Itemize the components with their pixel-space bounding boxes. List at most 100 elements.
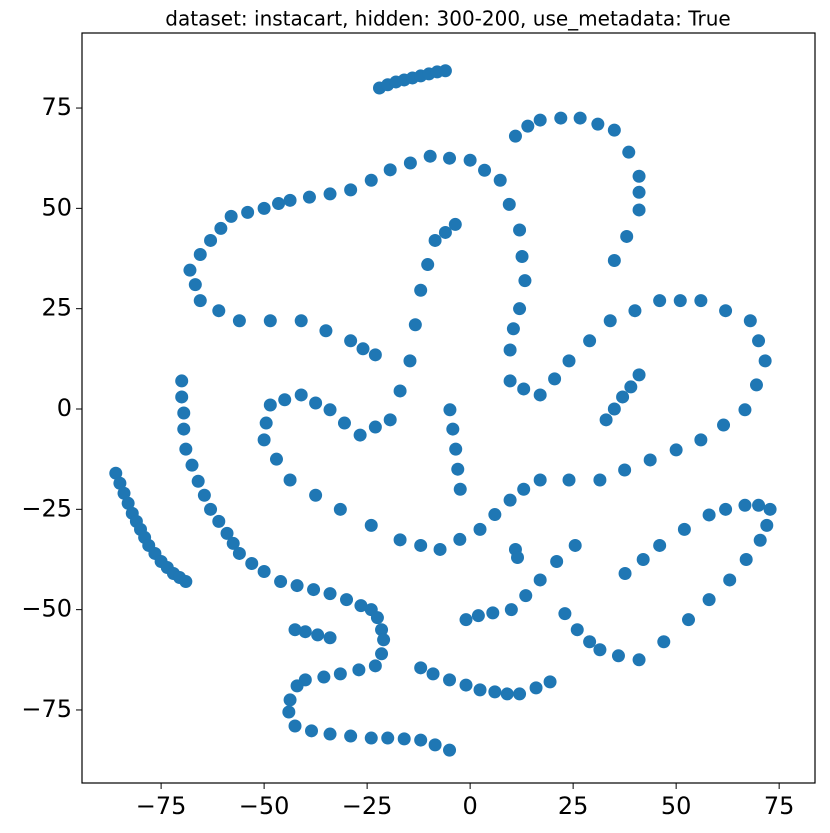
- scatter-point: [673, 294, 687, 308]
- scatter-point: [463, 153, 477, 167]
- scatter-point: [414, 733, 428, 747]
- scatter-point: [758, 354, 772, 368]
- scatter-point: [177, 406, 191, 420]
- scatter-point: [193, 294, 207, 308]
- scatter-point: [272, 197, 286, 211]
- scatter-point: [307, 583, 321, 597]
- scatter-point: [529, 681, 543, 695]
- scatter-point: [752, 498, 766, 512]
- scatter-point: [433, 542, 447, 556]
- scatter-point: [653, 294, 667, 308]
- scatter-point: [533, 113, 547, 127]
- chart-title: dataset: instacart, hidden: 300-200, use…: [165, 7, 730, 31]
- scatter-point: [220, 526, 234, 540]
- scatter-point: [558, 607, 572, 621]
- scatter-point: [488, 685, 502, 699]
- scatter-point: [519, 589, 533, 603]
- scatter-point: [738, 498, 752, 512]
- scatter-point: [309, 396, 323, 410]
- y-tick-label: 25: [41, 294, 72, 322]
- scatter-point: [438, 225, 452, 239]
- scatter-point: [473, 522, 487, 536]
- scatter-point: [294, 388, 308, 402]
- scatter-point: [702, 593, 716, 607]
- scatter-point: [449, 442, 463, 456]
- x-tick-label: −25: [342, 792, 393, 820]
- scatter-point: [503, 493, 517, 507]
- scatter-point: [632, 185, 646, 199]
- scatter-point: [278, 393, 292, 407]
- scatter-point: [305, 724, 319, 738]
- scatter-point: [323, 727, 337, 741]
- scatter-point: [508, 129, 522, 143]
- scatter-point: [375, 647, 389, 661]
- scatter-point: [459, 613, 473, 627]
- scatter-point: [448, 217, 462, 231]
- scatter-point: [383, 413, 397, 427]
- scatter-point: [288, 623, 302, 637]
- scatter-point: [493, 173, 507, 187]
- scatter-point: [257, 565, 271, 579]
- scatter-point: [364, 731, 378, 745]
- scatter-point: [426, 667, 440, 681]
- scatter-point: [232, 546, 246, 560]
- scatter-point: [368, 348, 382, 362]
- scatter-point: [323, 403, 337, 417]
- scatter-point: [517, 382, 531, 396]
- scatter-point: [513, 223, 527, 237]
- scatter-point: [290, 579, 304, 593]
- scatter-point: [408, 318, 422, 332]
- scatter-point: [212, 304, 226, 318]
- scatter-point: [188, 278, 202, 292]
- scatter-point: [204, 502, 218, 516]
- scatter-point: [370, 611, 384, 625]
- scatter-point: [443, 403, 457, 417]
- scatter-point: [393, 533, 407, 547]
- scatter-point: [521, 119, 535, 133]
- y-tick-label: −50: [21, 595, 72, 623]
- scatter-point: [453, 532, 467, 546]
- scatter-point: [632, 169, 646, 183]
- scatter-point: [438, 64, 452, 78]
- scatter-point: [393, 384, 407, 398]
- scatter-point: [503, 374, 517, 388]
- scatter-point: [344, 334, 358, 348]
- scatter-point: [694, 433, 708, 447]
- x-tick-label: 0: [462, 792, 477, 820]
- scatter-point: [294, 314, 308, 328]
- scatter-point: [274, 575, 288, 589]
- x-tick-label: −75: [136, 792, 187, 820]
- scatter-point: [214, 221, 228, 235]
- scatter-point: [443, 151, 457, 165]
- scatter-point: [632, 653, 646, 667]
- scatter-point: [533, 473, 547, 487]
- scatter-point: [543, 675, 557, 689]
- scatter-point: [354, 599, 368, 613]
- scatter-point: [323, 631, 337, 645]
- scatter-point: [443, 743, 457, 757]
- scatter-point: [533, 388, 547, 402]
- scatter-point: [185, 458, 199, 472]
- scatter-point: [269, 452, 283, 466]
- scatter-point: [607, 254, 621, 268]
- scatter-point: [446, 422, 460, 436]
- scatter-point: [618, 463, 632, 477]
- scatter-point: [423, 149, 437, 163]
- scatter-point: [459, 678, 473, 692]
- scatter-point: [669, 443, 683, 457]
- scatter-point: [503, 343, 517, 357]
- scatter-point: [719, 502, 733, 516]
- scatter-point: [653, 538, 667, 552]
- scatter-point: [570, 623, 584, 637]
- scatter-point: [518, 274, 532, 288]
- scatter-point: [694, 294, 708, 308]
- scatter-point: [533, 573, 547, 587]
- scatter-point: [657, 635, 671, 649]
- scatter-point: [317, 670, 331, 684]
- scatter-point: [682, 613, 696, 627]
- scatter-point: [368, 659, 382, 673]
- scatter-point: [583, 334, 597, 348]
- scatter-point: [550, 554, 564, 568]
- scatter-point: [513, 687, 527, 701]
